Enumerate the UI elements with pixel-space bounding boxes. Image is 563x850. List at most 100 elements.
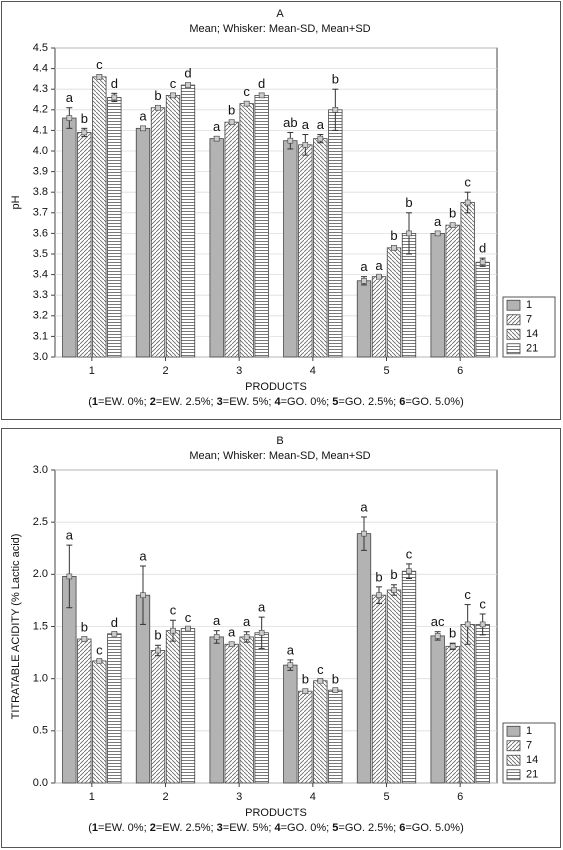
mean-marker: [213, 135, 220, 142]
legend-label: 21: [526, 343, 538, 355]
y-tick-label: 1.5: [33, 620, 48, 632]
group-letter: a: [213, 119, 221, 134]
mean-marker: [66, 573, 73, 580]
group-letter: d: [111, 76, 118, 91]
bar: [92, 660, 107, 784]
mean-marker: [287, 662, 294, 668]
bar: [430, 232, 445, 358]
legend-swatch: [506, 769, 521, 781]
y-tick-label: 3.3: [33, 289, 48, 301]
mean-marker: [317, 677, 324, 684]
y-tick-label: 0.0: [33, 777, 48, 789]
legend-swatch: [506, 314, 521, 326]
group-letter: b: [228, 103, 235, 118]
bar: [209, 636, 224, 784]
mean-marker: [111, 631, 118, 637]
mean-marker: [81, 636, 88, 642]
bar: [371, 594, 387, 784]
group-letter: b: [390, 228, 397, 243]
mean-marker: [361, 277, 367, 284]
y-tick-label: 3.8: [33, 186, 48, 198]
group-letter: b: [449, 626, 456, 641]
x-axis-label: PRODUCTS: [245, 381, 307, 393]
footnote-label: =GO. 0%;: [281, 822, 333, 834]
legend-swatch: [506, 725, 521, 737]
group-letter: c: [170, 76, 177, 91]
x-tick-label: 4: [310, 791, 316, 803]
mean-marker: [96, 658, 103, 664]
mean-marker: [258, 629, 265, 636]
bar: [77, 638, 92, 784]
mean-marker: [464, 621, 471, 628]
mean-marker: [434, 633, 441, 639]
mean-marker: [81, 129, 88, 136]
footnote-number: 3: [217, 822, 223, 834]
bar: [209, 138, 224, 358]
group-letter: a: [287, 642, 295, 657]
group-letter: d: [184, 65, 191, 80]
y-tick-label: 4.0: [33, 145, 48, 157]
x-tick-label: 4: [310, 365, 316, 377]
group-letter: c: [317, 662, 324, 677]
bar: [298, 690, 313, 784]
group-letter: b: [302, 672, 309, 687]
mean-marker: [243, 100, 250, 107]
mean-marker: [464, 199, 471, 206]
y-tick-label: 1.0: [33, 673, 48, 685]
group-letter: b: [81, 111, 88, 126]
bar: [460, 202, 475, 358]
group-letter: a: [375, 258, 383, 273]
mean-marker: [302, 142, 309, 148]
y-tick-label: 3.9: [33, 166, 48, 178]
bar: [62, 117, 77, 358]
group-letter: c: [406, 546, 413, 561]
bar: [224, 121, 239, 358]
footnote-label: =GO. 2.5%;: [338, 822, 399, 834]
mean-marker: [391, 587, 397, 593]
mean-marker: [258, 92, 265, 99]
mean-marker: [479, 259, 486, 266]
mean-marker: [243, 634, 250, 640]
mean-marker: [406, 230, 412, 237]
x-tick-label: 2: [162, 791, 168, 803]
bar: [150, 650, 166, 784]
footnote-label: =GO. 5.0%): [405, 396, 463, 408]
footnote-label: =GO. 2.5%;: [338, 396, 399, 408]
group-letter: c: [96, 642, 103, 657]
y-tick-label: 3.2: [33, 310, 48, 322]
footnote-label: =EW. 0%;: [98, 822, 150, 834]
footnote-number: 1: [92, 822, 98, 834]
bar: [107, 97, 122, 358]
x-tick-label: 3: [236, 365, 242, 377]
group-letter: a: [139, 109, 147, 124]
bar: [254, 94, 269, 358]
group-letter: b: [390, 567, 397, 582]
group-letter: d: [479, 241, 486, 256]
bar: [386, 589, 402, 784]
mean-marker: [376, 592, 382, 599]
mean-marker: [140, 592, 146, 599]
group-letter: a: [66, 90, 74, 105]
footnote-number: 2: [150, 396, 156, 408]
panel-title: B: [276, 435, 283, 447]
mean-marker: [66, 115, 73, 121]
bar: [475, 261, 490, 358]
footnote-number: 5: [332, 396, 338, 408]
panel-title: A: [276, 8, 284, 20]
group-letter: ab: [283, 115, 297, 130]
mean-marker: [449, 222, 456, 228]
bar: [445, 645, 460, 784]
group-letter: a: [213, 613, 221, 628]
group-letter: b: [332, 72, 339, 87]
x-tick-label: 5: [383, 791, 389, 803]
y-tick-label: 3.7: [33, 207, 48, 219]
group-letter: b: [154, 88, 161, 103]
mean-marker: [406, 568, 412, 575]
footnote-number: 6: [399, 822, 405, 834]
footnote-number: 5: [332, 822, 338, 834]
bar: [356, 280, 372, 358]
group-letter: c: [170, 603, 177, 618]
y-tick-label: 4.4: [33, 63, 48, 75]
footnote: (1=EW. 0%; 2=EW. 2.5%; 3=EW. 5%; 4=GO. 0…: [88, 822, 464, 834]
legend-label: 21: [526, 769, 538, 781]
